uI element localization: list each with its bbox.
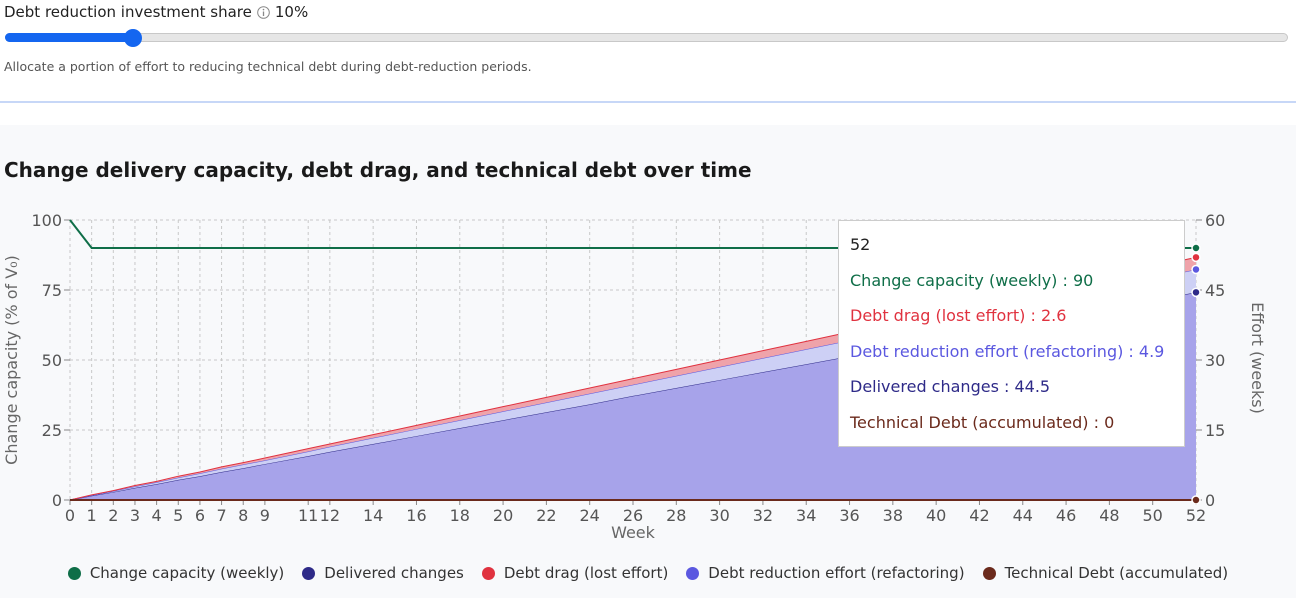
x-tick-label: 36 [839,506,859,525]
tooltip-value: 0 [1104,412,1115,432]
x-tick-label: 8 [238,506,248,525]
x-tick-label: 9 [260,506,270,525]
y-tick-label: 75 [42,281,62,300]
tooltip-row: Technical Debt (accumulated)0 [850,413,1173,449]
end-marker [1191,264,1201,275]
y2-tick-label: 15 [1205,421,1225,440]
tooltip-name: Debt reduction effort (refactoring) [850,342,1139,361]
x-tick-label: 7 [216,506,226,525]
x-tick-label: 22 [536,506,556,525]
x-tick-label: 2 [108,506,118,525]
x-tick-label: 11 [298,506,318,525]
x-tick-label: 46 [1056,506,1076,525]
y2-tick-label: 60 [1205,211,1225,230]
x-axis-title: Week [611,523,656,542]
x-tick-label: 4 [152,506,162,525]
slider-value: 10% [274,3,309,21]
x-tick-label: 18 [450,506,470,525]
x-tick-label: 32 [753,506,773,525]
legend-item[interactable]: Debt reduction effort (refactoring) [686,564,965,582]
legend-item[interactable]: Change capacity (weekly) [67,564,285,582]
slider-fill [5,33,134,42]
tooltip-name: Technical Debt (accumulated) [850,413,1104,432]
tooltip-row: Debt drag (lost effort)2.6 [850,306,1173,342]
info-icon[interactable] [257,5,270,19]
tooltip-name: Change capacity (weekly) [850,271,1073,290]
legend-item[interactable]: Debt drag (lost effort) [481,564,669,582]
y2-tick-label: 0 [1205,491,1215,510]
end-marker [1191,287,1201,298]
x-tick-label: 14 [363,506,383,525]
tooltip-name: Debt drag (lost effort) [850,306,1041,325]
slider-label: Debt reduction investment share [4,3,252,21]
legend-item[interactable]: Delivered changes [302,564,464,582]
x-tick-label: 52 [1186,506,1206,525]
x-tick-label: 20 [493,506,513,525]
x-tick-label: 0 [65,506,75,525]
tooltip-row: Change capacity (weekly)90 [850,271,1173,307]
x-tick-label: 30 [709,506,729,525]
legend-swatch [982,566,996,580]
tooltip-value: 44.5 [1014,377,1051,396]
x-tick-label: 44 [1013,506,1033,525]
x-tick-label: 3 [130,506,140,525]
x-tick-label: 34 [796,506,816,525]
end-marker [1191,252,1201,263]
legend-label: Debt drag (lost effort) [503,564,669,582]
legend-label: Technical Debt (accumulated) [1004,564,1229,582]
tooltip-value: 90 [1072,270,1094,290]
x-tick-label: 1 [87,506,97,525]
legend: Change capacity (weekly) Delivered change… [0,564,1296,582]
end-marker [1191,495,1201,505]
y2-tick-label: 45 [1205,281,1225,300]
x-tick-label: 12 [320,506,340,525]
legend-item[interactable]: Technical Debt (accumulated) [982,564,1229,582]
x-tick-label: 42 [969,506,989,525]
legend-label: Debt reduction effort (refactoring) [708,564,965,582]
legend-swatch [302,566,316,580]
y2-tick-label: 30 [1205,351,1225,370]
legend-label: Delivered changes [324,564,464,582]
x-tick-label: 24 [580,506,600,525]
x-tick-label: 48 [1099,506,1119,525]
tooltip-name: Delivered changes [850,377,1014,396]
tooltip-value: 2.6 [1040,306,1067,325]
y-tick-label: 50 [42,351,62,370]
x-tick-label: 26 [623,506,643,525]
tooltip-value: 4.9 [1138,341,1165,361]
control-panel: Debt reduction investment share 10% Allo… [0,0,1296,103]
x-tick-label: 16 [406,506,426,525]
legend-swatch [686,566,700,580]
x-tick-label: 6 [195,506,205,525]
legend-swatch [67,566,81,580]
end-marker [1191,243,1201,253]
x-tick-label: 40 [926,506,946,525]
slider-label-row: Debt reduction investment share 10% [4,3,308,21]
y2-axis-title: Effort (weeks) [1248,302,1267,414]
y-tick-label: 25 [42,421,62,440]
y-tick-label: 100 [31,211,62,230]
chart-title: Change delivery capacity, debt drag, and… [4,158,752,182]
tooltip-row: Debt reduction effort (refactoring)4.9 [850,342,1173,378]
y-tick-label: 0 [52,491,62,510]
x-tick-label: 28 [666,506,686,525]
x-tick-label: 5 [173,506,183,525]
slider-track[interactable] [5,33,1288,42]
legend-label: Change capacity (weekly) [89,564,285,582]
y-axis-title: Change capacity (% of V₀) [2,255,21,465]
x-tick-label: 50 [1143,506,1163,525]
legend-swatch [481,566,495,580]
tooltip-row: Delivered changes44.5 [850,377,1173,413]
x-tick-label: 38 [883,506,903,525]
tooltip-title: 52 [850,235,871,254]
slider-thumb[interactable] [124,29,143,47]
slider-help: Allocate a portion of effort to reducing… [4,59,532,74]
